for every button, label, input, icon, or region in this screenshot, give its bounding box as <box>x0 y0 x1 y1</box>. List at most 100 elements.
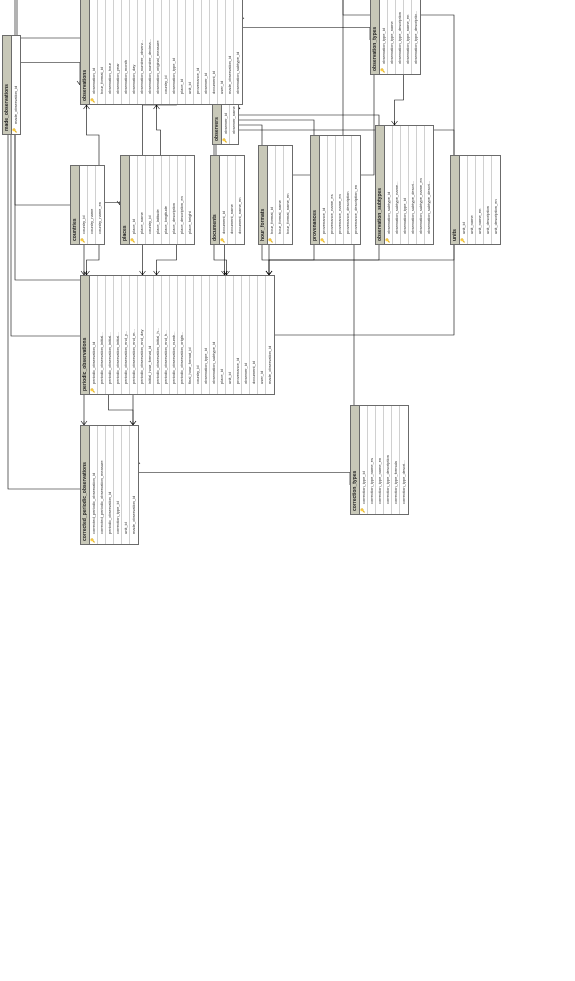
table-column: hour_format_name <box>276 146 284 244</box>
table-column: observation_type_description <box>396 0 404 74</box>
table-column: place_description_en <box>178 156 186 244</box>
table-column: country_name_en <box>96 166 104 244</box>
table-column: periodic_observation_end_m... <box>130 276 138 394</box>
table-column: place_id <box>218 276 226 394</box>
table-header: periodic_observations <box>81 276 90 394</box>
table-column: place_latitude <box>154 156 162 244</box>
table-column: periodic_observation_origin... <box>178 276 186 394</box>
table-column: observation_type_name <box>388 0 396 74</box>
table-column: observation_subtype_name_en <box>417 126 425 244</box>
table-column: periodic_observation_end_h... <box>162 276 170 394</box>
table-column: observation_month <box>122 0 130 104</box>
table-column: unit_name <box>468 156 476 244</box>
table-column: document_id <box>210 0 218 104</box>
table-column: unit_name_en <box>476 156 484 244</box>
table-column: correction_type_descri... <box>400 406 408 514</box>
table-column: correction_type_name_en <box>376 406 384 514</box>
table-column: correction_type_id <box>114 426 122 544</box>
table-header: provenances <box>311 136 320 244</box>
table-column: periodic_observation_id <box>106 426 114 544</box>
table-column: place_longitude <box>162 156 170 244</box>
table-column: document_name <box>228 156 236 244</box>
table-column: document_id <box>220 156 228 244</box>
table-column: periodic_observation_initial... <box>98 276 106 394</box>
table-column: country_id <box>80 166 88 244</box>
table-observation_types: observation_typesobservation_type_idobse… <box>370 0 421 75</box>
table-column: periodic_observation_numb... <box>170 276 178 394</box>
table-column: user_id <box>258 276 266 394</box>
table-column: document_name_en <box>236 156 244 244</box>
table-column: hour_format_id <box>98 0 106 104</box>
table-column: place_description <box>170 156 178 244</box>
table-header: made_observations <box>3 36 12 134</box>
table-column: user_id <box>218 0 226 104</box>
table-column: observation_subtype_id <box>210 276 218 394</box>
table-column: place_height <box>186 156 194 244</box>
table-column: country_id <box>146 156 154 244</box>
table-observation_subtypes: observation_subtypesobservation_subtype_… <box>375 125 434 245</box>
table-column: observer_id <box>202 0 210 104</box>
table-column: made_observation_id <box>226 0 234 104</box>
table-column: made_observation_id <box>266 276 274 394</box>
table-column: periodic_observation_initial... <box>106 276 114 394</box>
table-column: observation_original_measure <box>154 0 162 104</box>
table-made_observations: made_observationsmade_observation_id <box>2 35 21 135</box>
table-column: unit_id <box>122 426 130 544</box>
table-column: unit_id <box>186 0 194 104</box>
table-column: observation_subtype_id <box>234 0 242 104</box>
table-column: correction_type_description <box>384 406 392 514</box>
table-column: place_id <box>178 0 186 104</box>
table-header: corrected_periodic_observations <box>81 426 90 544</box>
table-header: places <box>121 156 130 244</box>
table-column: observation_subtype_id <box>385 126 393 244</box>
table-column: observation_subtype_descri... <box>425 126 433 244</box>
table-column: country_id <box>162 0 170 104</box>
table-column: unit_description <box>484 156 492 244</box>
table-header: observation_subtypes <box>376 126 385 244</box>
table-column: hour_format_id <box>268 146 276 244</box>
table-column: provenance_description_en <box>352 136 360 244</box>
table-column: observation_type_descriptio... <box>412 0 420 74</box>
table-countries: countriescountry_idcountry_namecountry_n… <box>70 165 105 245</box>
table-column: observation_id <box>90 0 98 104</box>
table-column: country_id <box>194 276 202 394</box>
table-column: periodic_observation_initial_h... <box>154 276 162 394</box>
table-periodic_observations: periodic_observations periodic_observatio… <box>80 275 275 395</box>
table-column: periodic_observation_initial... <box>114 276 122 394</box>
table-column: correction_type_name_es <box>368 406 376 514</box>
table-column: observation_type_id <box>401 126 409 244</box>
table-hour_formats: hour_formatshour_format_idhour_format_na… <box>258 145 293 245</box>
table-column: hour_format_name_en <box>284 146 292 244</box>
table-provenances: provenancesprovenance_idprovenance_name_… <box>310 135 361 245</box>
table-column: observation_subtype_name... <box>393 126 401 244</box>
table-column: correction_type_formula <box>392 406 400 514</box>
table-column: document_id <box>250 276 258 394</box>
table-column: observation_hour <box>106 0 114 104</box>
table-column: final_hour_format_id <box>186 276 194 394</box>
table-column: observation_type_id <box>380 0 388 74</box>
table-column: provenance_id <box>234 276 242 394</box>
table-header: units <box>451 156 460 244</box>
table-column: observer_id <box>242 276 250 394</box>
table-column: periodic_observation_end_day <box>138 276 146 394</box>
table-column: observation_subtype_descri... <box>409 126 417 244</box>
table-column: unit_description_en <box>492 156 500 244</box>
table-column: provenance_id <box>194 0 202 104</box>
table-column: provenance_name_en <box>336 136 344 244</box>
table-column: correction_type_id <box>360 406 368 514</box>
table-units: unitsunit_idunit_nameunit_name_enunit_de… <box>450 155 501 245</box>
table-header: countries <box>71 166 80 244</box>
table-column: unit_id <box>226 276 234 394</box>
table-column: periodic_observation_end_y... <box>122 276 130 394</box>
table-column: provenance_description <box>344 136 352 244</box>
table-documents: documentsdocument_iddocument_namedocumen… <box>210 155 245 245</box>
table-header: hour_formats <box>259 146 268 244</box>
table-column: observation_type_id <box>170 0 178 104</box>
table-column: observation_type_id <box>202 276 210 394</box>
table-header: observation_types <box>371 0 380 74</box>
table-correction_types: correction_typescorrection_type_idcorrec… <box>350 405 409 515</box>
table-column: corrected_periodic_observation_id <box>90 426 98 544</box>
table-column: unit_id <box>460 156 468 244</box>
table-corrected_periodic_observations: corrected_periodic_observationscorrected… <box>80 425 139 545</box>
table-column: observation_type_name_en <box>404 0 412 74</box>
